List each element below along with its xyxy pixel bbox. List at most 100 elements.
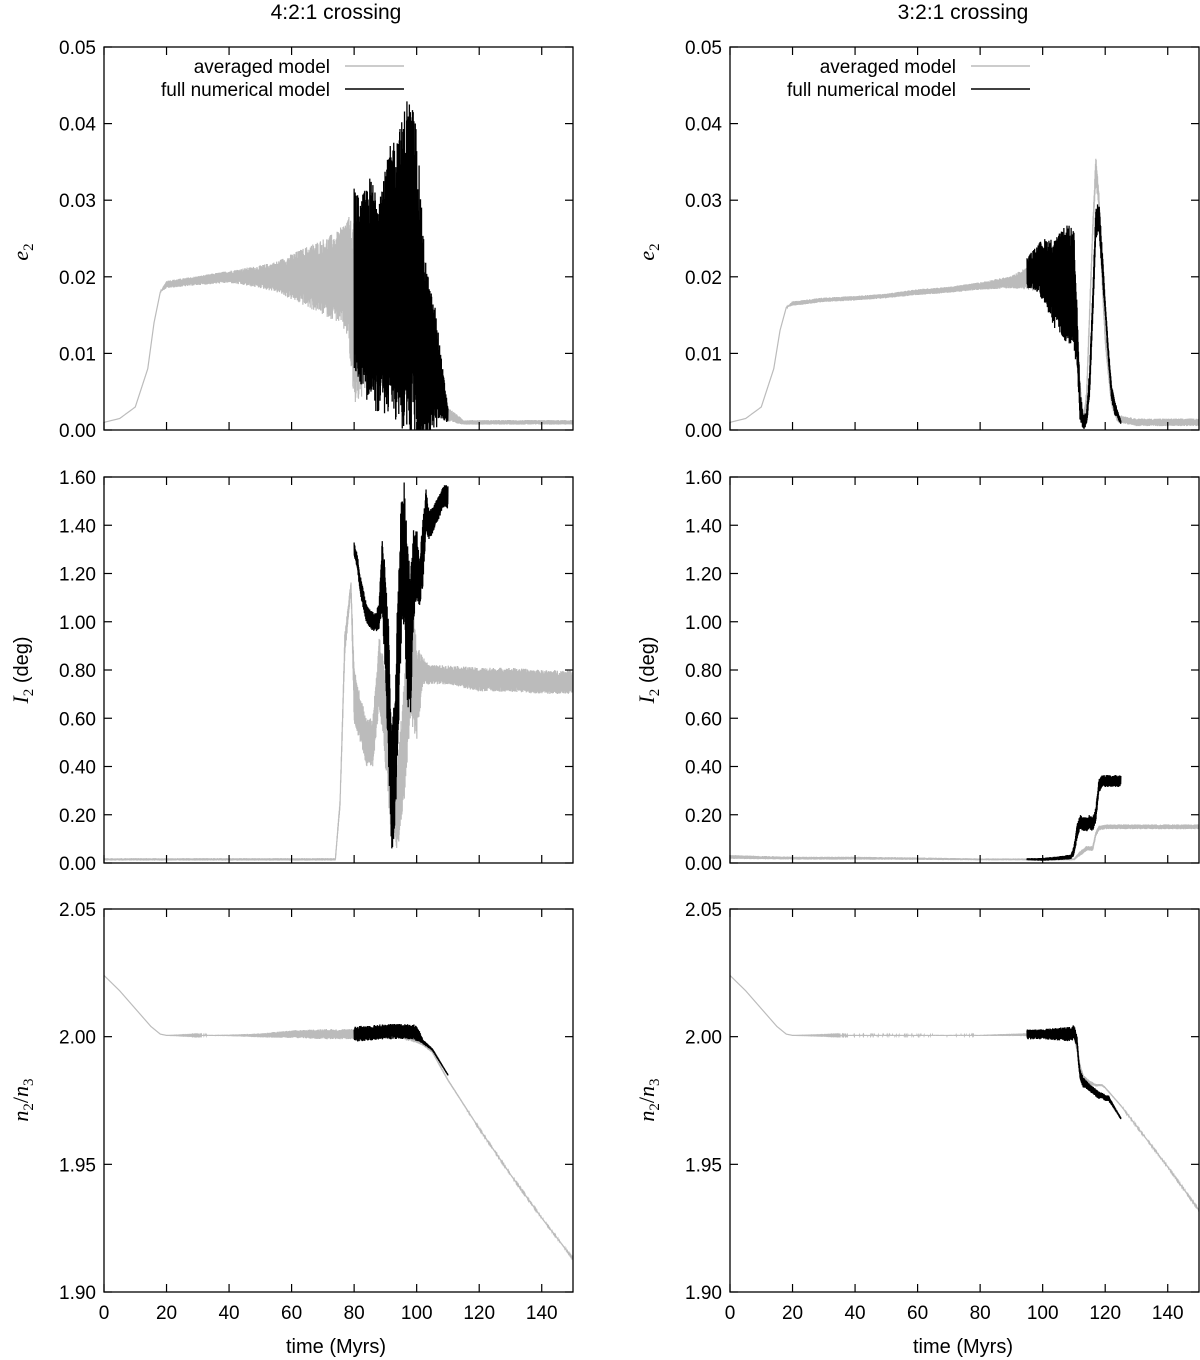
ytick-label: 0.00 <box>685 854 722 875</box>
ytick-label: 1.40 <box>685 516 722 537</box>
ytick-label: 0.01 <box>59 344 96 365</box>
ytick-label: 0.40 <box>685 758 722 779</box>
series-full-line <box>353 101 449 430</box>
xtick-label: 120 <box>1089 1303 1121 1324</box>
series-full-line <box>353 1023 449 1076</box>
column-title-421: 4:2:1 crossing <box>271 1 402 24</box>
legend-full-label: full numerical model <box>161 80 330 101</box>
ytick-label: 0.02 <box>685 268 722 289</box>
ytick-label: 0.20 <box>59 806 96 827</box>
ytick-label: 1.60 <box>59 468 96 489</box>
ytick-label: 0.60 <box>685 709 722 730</box>
ytick-label: 0.00 <box>59 854 96 875</box>
xtick-label: 100 <box>1027 1303 1059 1324</box>
ytick-label: 1.90 <box>685 1283 722 1304</box>
legend-averaged-label: averaged model <box>194 57 330 78</box>
ytick-label: 1.90 <box>59 1283 96 1304</box>
ytick-label: 1.95 <box>685 1155 722 1176</box>
xtick-label: 60 <box>281 1303 302 1324</box>
plot-frame <box>729 476 1200 864</box>
series-averaged-line <box>104 573 573 861</box>
ylabel-i2-right: I2 (deg) <box>634 636 663 704</box>
legend-left: averaged model full numerical model <box>161 57 404 101</box>
ytick-label: 0.03 <box>59 191 96 212</box>
svg-text:n2/n3: n2/n3 <box>8 1078 37 1121</box>
xtick-label: 60 <box>907 1303 928 1324</box>
ytick-label: 1.95 <box>59 1155 96 1176</box>
panel-5: 1.90 1.95 2.00 2.05 0 20 40 60 80 100 120 140 <box>59 900 574 1324</box>
xtick-label: 0 <box>99 1303 110 1324</box>
ytick-label: 0.04 <box>685 115 722 136</box>
ytick-label: 0.00 <box>59 421 96 442</box>
plot-frame <box>103 476 574 864</box>
panel-1: 0.00 0.01 0.02 0.03 0.04 0.05 <box>59 38 574 442</box>
ytick-label: 2.05 <box>685 900 722 921</box>
ytick-label: 1.20 <box>685 565 722 586</box>
ytick-label: 0.60 <box>59 709 96 730</box>
xtick-label: 80 <box>344 1303 365 1324</box>
ytick-label: 1.00 <box>59 613 96 634</box>
ylabel-i2-left: I2 (deg) <box>8 636 37 704</box>
xtick-label: 20 <box>782 1303 803 1324</box>
ytick-label: 0.02 <box>59 268 96 289</box>
plot-frame <box>103 908 574 1293</box>
series-averaged-line <box>104 216 573 425</box>
ytick-label: 0.40 <box>59 758 96 779</box>
ytick-label: 0.00 <box>685 421 722 442</box>
panels: 0.00 0.01 0.02 0.03 0.04 0.05 0.00 0.01 0.02 0.03… <box>59 38 1200 1324</box>
panel-4: 0.00 0.20 0.40 0.60 0.80 1.00 1.20 1.40 1.60 <box>685 468 1200 875</box>
xtick-label: 140 <box>526 1303 558 1324</box>
ytick-label: 0.80 <box>59 661 96 682</box>
xtick-label: 80 <box>970 1303 991 1324</box>
ytick-label: 2.05 <box>59 900 96 921</box>
ytick-label: 2.00 <box>685 1028 722 1049</box>
series-averaged-line <box>730 974 1199 1213</box>
panel-2: 0.00 0.01 0.02 0.03 0.04 0.05 <box>685 38 1200 442</box>
ytick-label: 1.60 <box>685 468 722 489</box>
xlabel-right: time (Myrs) <box>913 1336 1013 1358</box>
xtick-label: 100 <box>401 1303 433 1324</box>
ytick-label: 0.03 <box>685 191 722 212</box>
svg-text:I2 (deg): I2 (deg) <box>634 636 663 704</box>
series-full-line <box>1026 204 1122 429</box>
xtick-label: 40 <box>218 1303 239 1324</box>
ytick-label: 2.00 <box>59 1028 96 1049</box>
series-averaged-line <box>104 974 573 1261</box>
xtick-label: 40 <box>844 1303 865 1324</box>
xlabel-left: time (Myrs) <box>286 1336 386 1358</box>
legend-averaged-label: averaged model <box>820 57 956 78</box>
ytick-label: 0.04 <box>59 115 96 136</box>
series-full-line <box>1026 1025 1122 1120</box>
ylabel-e2-right: e2 <box>634 243 663 260</box>
ytick-label: 1.20 <box>59 565 96 586</box>
ytick-label: 0.20 <box>685 806 722 827</box>
plot-frame <box>103 46 574 431</box>
column-title-321: 3:2:1 crossing <box>898 1 1029 24</box>
plot-frame <box>729 908 1200 1293</box>
ytick-label: 0.05 <box>59 38 96 59</box>
svg-text:e2: e2 <box>634 243 663 260</box>
ytick-label: 0.05 <box>685 38 722 59</box>
ytick-label: 0.01 <box>685 344 722 365</box>
xtick-label: 120 <box>463 1303 495 1324</box>
panel-6: 1.90 1.95 2.00 2.05 0 20 40 60 80 100 120 140 <box>685 900 1200 1324</box>
ylabel-e2-left: e2 <box>8 243 37 260</box>
panel-3: 0.00 0.20 0.40 0.60 0.80 1.00 1.20 1.40 1.60 <box>59 468 574 875</box>
plot-frame <box>729 46 1200 431</box>
series-averaged-line <box>730 158 1199 428</box>
ylabel-n2n3-left: n2/n3 <box>8 1078 37 1121</box>
series-averaged-line <box>730 824 1199 861</box>
svg-text:I2 (deg): I2 (deg) <box>8 636 37 704</box>
ytick-label: 1.00 <box>685 613 722 634</box>
ytick-label: 1.40 <box>59 516 96 537</box>
svg-text:e2: e2 <box>8 243 37 260</box>
series-full-line <box>1026 774 1122 861</box>
svg-text:n2/n3: n2/n3 <box>634 1078 663 1121</box>
xtick-label: 140 <box>1152 1303 1184 1324</box>
series-full-line <box>353 482 449 849</box>
xtick-label: 0 <box>725 1303 736 1324</box>
legend-right: averaged model full numerical model <box>787 57 1030 101</box>
xtick-label: 20 <box>156 1303 177 1324</box>
ylabel-n2n3-right: n2/n3 <box>634 1078 663 1121</box>
